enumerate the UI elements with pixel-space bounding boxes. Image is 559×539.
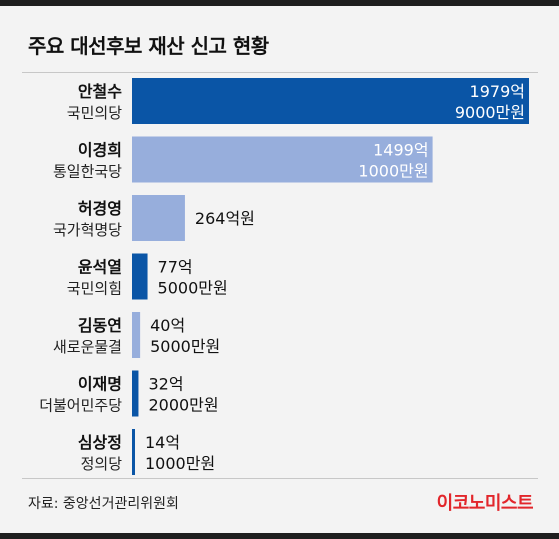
party-label: 국가혁명당	[53, 221, 122, 239]
party-label: 국민의당	[67, 104, 122, 122]
party-label: 더불어민주당	[39, 397, 122, 415]
bar-3	[132, 253, 148, 300]
value-label: 5000만원	[150, 337, 220, 356]
bar-5	[132, 370, 139, 417]
top-stripe	[0, 0, 559, 6]
value-label: 264억원	[195, 209, 255, 228]
value-label: 5000만원	[158, 279, 228, 298]
title-divider	[22, 72, 538, 73]
source-note: 자료: 중앙선거관리위원회	[28, 496, 179, 512]
candidate-name: 안철수	[78, 82, 122, 101]
value-label: 1499억	[373, 141, 428, 160]
party-label: 정의당	[81, 455, 123, 473]
bottom-stripe	[0, 533, 559, 539]
candidate-name: 이경희	[78, 141, 122, 160]
bar-6	[132, 429, 135, 475]
brand-logo: 이코노미스트	[436, 493, 534, 514]
value-label: 1000만원	[358, 162, 428, 181]
value-label: 40억	[150, 316, 185, 335]
chart-title: 주요 대선후보 재산 신고 현황	[28, 34, 269, 58]
footer-divider	[22, 478, 538, 479]
value-label: 1000만원	[145, 454, 215, 473]
value-label: 1979억	[470, 82, 525, 101]
value-label: 2000만원	[148, 396, 218, 415]
bar-0	[132, 78, 529, 124]
bar-1	[132, 136, 433, 183]
candidate-name: 이재명	[78, 375, 122, 394]
bar-2	[132, 195, 185, 241]
candidate-name: 허경영	[78, 199, 122, 218]
candidate-name: 윤석열	[78, 258, 122, 277]
party-label: 통일한국당	[53, 163, 122, 181]
bar-4	[132, 312, 141, 358]
value-label: 9000만원	[455, 103, 525, 122]
value-label: 77억	[158, 258, 193, 277]
party-label: 새로운물결	[53, 338, 122, 356]
value-label: 14억	[145, 433, 180, 452]
candidate-name: 심상정	[78, 433, 122, 452]
party-label: 국민의힘	[67, 280, 122, 298]
candidate-name: 김동연	[78, 316, 122, 335]
value-label: 32억	[148, 375, 183, 394]
